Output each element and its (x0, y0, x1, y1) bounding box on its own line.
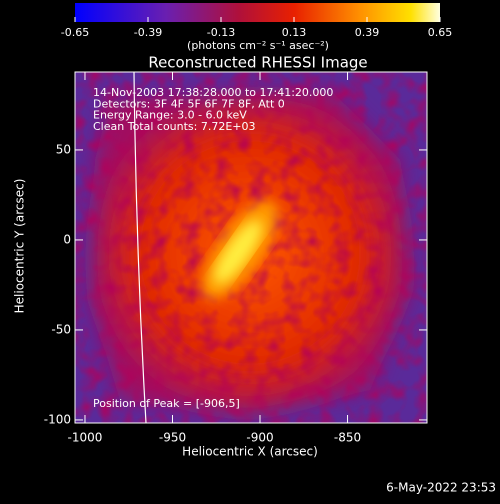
peak-label: Position of Peak = [-906,5] (93, 397, 240, 410)
colorbar-tick-label: -0.65 (61, 26, 89, 39)
image (75, 72, 427, 423)
annotation: 14-Nov-2003 17:38:28.000 to 17:41:20.000 (93, 86, 333, 99)
x-axis-label: Heliocentric X (arcsec) (182, 445, 318, 459)
x-tick-label: -900 (246, 431, 273, 445)
footer-date: 6-May-2022 23:53 (386, 481, 496, 495)
y-tick-label: 50 (56, 142, 71, 156)
colorbar (75, 3, 440, 22)
y-tick-label: -100 (44, 412, 71, 426)
annotation: Clean Total counts: 7.72E+03 (93, 120, 256, 133)
y-tick-label: 0 (63, 232, 71, 246)
colorbar-label: (photons cm⁻² s⁻¹ asec⁻²) (187, 39, 329, 52)
colorbar-tick-label: 0.65 (428, 26, 453, 39)
x-tick-label: -850 (334, 431, 361, 445)
y-axis-label: Heliocentric Y (arcsec) (13, 179, 27, 314)
plot-frame (74, 71, 428, 424)
x-tick-label: -950 (159, 431, 186, 445)
colorbar-tick-label: -0.13 (207, 26, 235, 39)
y-tick-label: -50 (51, 322, 71, 336)
colorbar-tick-label: -0.39 (134, 26, 162, 39)
colorbar-tick-label: 0.13 (282, 26, 307, 39)
annotation: Detectors: 3F 4F 5F 6F 7F 8F, Att 0 (93, 97, 285, 110)
annotation: Energy Range: 3.0 - 6.0 keV (93, 109, 247, 122)
chart-title: Reconstructed RHESSI Image (148, 54, 367, 72)
x-tick-label: -1000 (68, 431, 103, 445)
colorbar-tick-label: 0.39 (355, 26, 380, 39)
